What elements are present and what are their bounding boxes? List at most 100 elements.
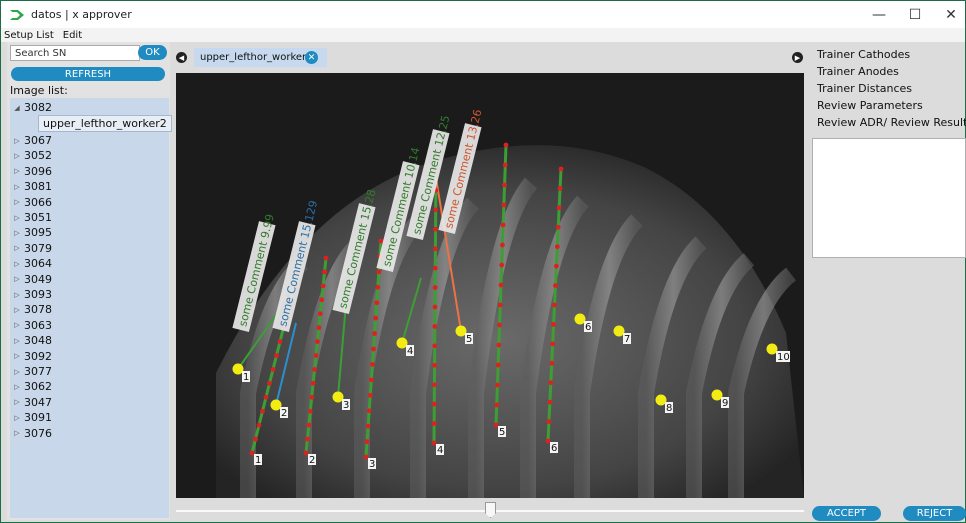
comment-bg	[332, 203, 376, 314]
top-label-bg	[465, 333, 473, 344]
red-dot	[549, 360, 555, 366]
tree-item[interactable]: ▷ 3066	[10, 195, 52, 210]
tree-item-label: 3096	[24, 164, 52, 178]
red-dot	[557, 186, 563, 191]
tree-item[interactable]: ▷ 3081	[10, 179, 52, 194]
connector-line	[401, 277, 422, 344]
bottom-label: 6	[551, 443, 557, 454]
tree-item-label: 3078	[24, 303, 52, 317]
tree-item[interactable]: ▷ 3093	[10, 287, 52, 302]
reject-button[interactable]: REJECT	[903, 506, 966, 521]
red-dot	[503, 142, 509, 148]
menu-trainer-cathodes[interactable]: Trainer Cathodes	[817, 48, 911, 61]
collapsed-arrow-icon: ▷	[14, 352, 20, 361]
top-label: 8	[666, 403, 672, 414]
tab-close-icon[interactable]: ✕	[305, 51, 318, 64]
tree-item[interactable]: ▷ 3047	[10, 395, 52, 410]
red-dot	[431, 421, 437, 426]
tree-item-label: 3067	[24, 134, 52, 147]
left-panel: OK REFRESH Image list: ◢ 3082 upper_left…	[7, 42, 172, 520]
slider-thumb[interactable]	[485, 502, 496, 518]
title-bar: datos | x approver — ☐ ✕	[1, 1, 965, 28]
red-dot	[363, 454, 369, 460]
top-label: 3	[343, 400, 349, 411]
top-label: 2	[281, 408, 287, 419]
image-viewer[interactable]: 1 2 3 4 5 6 7 8 9 10 1 2 3 4 5 6 some Comment 9.99 some …	[176, 73, 804, 498]
red-dot	[312, 367, 317, 372]
bottom-label: 4	[437, 445, 443, 456]
electrode-strip	[410, 197, 480, 498]
tree-item[interactable]: ▷ 3048	[10, 333, 52, 348]
red-dot	[432, 362, 437, 368]
electrode-strip	[520, 195, 590, 498]
tree-item-label: 3082	[24, 101, 52, 114]
top-label: 1	[243, 372, 249, 383]
result-text-area[interactable]	[812, 138, 966, 258]
image-slider[interactable]	[176, 500, 804, 520]
ok-button[interactable]: OK	[138, 45, 167, 60]
tree-item[interactable]: ▷ 3096	[10, 164, 52, 179]
menu-review-parameters[interactable]: Review Parameters	[817, 99, 923, 112]
tree-item[interactable]: ▷ 3063	[10, 318, 52, 333]
tree-item[interactable]: ▷ 3078	[10, 302, 52, 317]
tree-item[interactable]: ▷ 3077	[10, 364, 52, 379]
red-dot	[432, 265, 438, 271]
tree-item[interactable]: ▷ 3092	[10, 349, 52, 364]
red-dot	[315, 339, 320, 344]
red-dot	[556, 205, 562, 211]
collapsed-arrow-icon: ▷	[14, 182, 20, 191]
close-window-button[interactable]: ✕	[945, 6, 957, 23]
tree-item[interactable]: ▷ 3076	[10, 426, 52, 441]
menu-trainer-anodes[interactable]: Trainer Anodes	[817, 65, 899, 78]
maximize-button[interactable]: ☐	[908, 6, 922, 23]
red-dot	[496, 342, 502, 348]
accept-button[interactable]: ACCEPT	[812, 506, 881, 521]
bottom-label-bg	[368, 458, 376, 469]
red-dot	[375, 284, 381, 290]
search-input[interactable]	[10, 45, 140, 61]
red-dot	[433, 246, 438, 252]
red-dot	[553, 263, 559, 269]
tab-next-arrow-icon[interactable]: ▶	[792, 52, 803, 63]
tree-item[interactable]: ▷ 3062	[10, 379, 52, 394]
red-dot	[371, 346, 376, 352]
tab-image[interactable]: upper_lefthor_worker2 ✕	[194, 48, 327, 67]
red-dot	[499, 262, 505, 268]
tree-item[interactable]: ▷ 3067	[10, 133, 52, 148]
menu-trainer-distances[interactable]: Trainer Distances	[817, 82, 913, 95]
tree-item[interactable]: ▷ 3079	[10, 241, 52, 256]
menu-review-results[interactable]: Review ADR/ Review Results	[817, 116, 966, 129]
tree-item-label: 3048	[24, 334, 52, 348]
red-dot	[368, 377, 374, 383]
red-dot	[263, 394, 269, 400]
tree-item[interactable]: ▷ 3095	[10, 225, 52, 240]
electrode-strip	[574, 214, 643, 498]
tree-item[interactable]: ▷ 3049	[10, 272, 52, 287]
red-dot	[270, 367, 276, 372]
tab-prev-arrow-icon[interactable]: ◀	[176, 52, 187, 63]
menu-edit[interactable]: Edit	[62, 29, 83, 41]
red-dot	[431, 401, 437, 407]
collapsed-arrow-icon: ▷	[14, 413, 20, 422]
tree-item-expanded[interactable]: ◢ 3082	[10, 100, 52, 115]
tree-item[interactable]: ▷ 3064	[10, 256, 52, 271]
menu-setup-list[interactable]: Setup List	[4, 29, 54, 41]
refresh-button[interactable]: REFRESH	[11, 67, 165, 81]
tree-item-label: 3049	[24, 272, 52, 286]
tree-item[interactable]: ▷ 3051	[10, 210, 52, 225]
tree-item[interactable]: ▷ 3091	[10, 410, 52, 425]
top-label: 10	[777, 352, 790, 363]
collapsed-arrow-icon: ▷	[14, 228, 20, 237]
red-dot	[260, 408, 265, 414]
tree-item[interactable]: ▷ 3052	[10, 148, 52, 163]
red-dot	[433, 207, 439, 213]
minimize-button[interactable]: —	[872, 6, 886, 23]
red-dot	[317, 311, 323, 317]
window-title: datos | x approver	[31, 8, 132, 21]
comment-bg	[272, 221, 316, 332]
connector-line	[435, 177, 462, 332]
tree-child-selected[interactable]: upper_lefthor_worker2	[38, 115, 172, 132]
collapsed-arrow-icon: ▷	[14, 244, 20, 253]
red-dot	[493, 422, 499, 428]
top-label-bg	[406, 345, 414, 356]
